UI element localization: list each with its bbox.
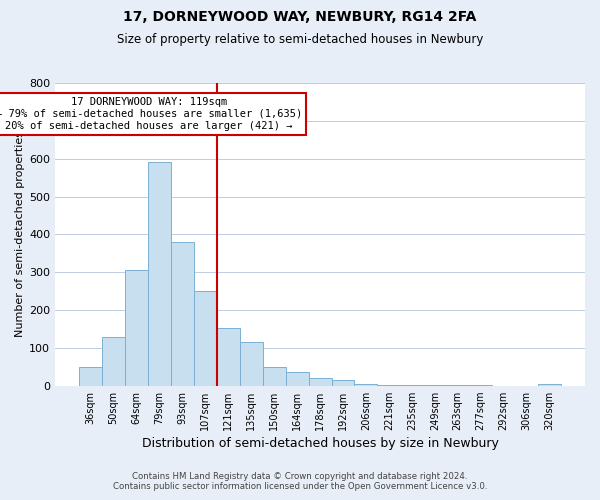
Bar: [102, 338, 125, 386]
Bar: [171, 242, 194, 386]
Bar: [308, 378, 332, 386]
Bar: [125, 270, 148, 386]
Bar: [400, 385, 423, 386]
Text: 17 DORNEYWOOD WAY: 119sqm
← 79% of semi-detached houses are smaller (1,635)
20% : 17 DORNEYWOOD WAY: 119sqm ← 79% of semi-…: [0, 98, 302, 130]
Y-axis label: Number of semi-detached properties: Number of semi-detached properties: [15, 132, 25, 338]
Bar: [217, 328, 240, 386]
Bar: [286, 372, 308, 386]
Bar: [240, 342, 263, 386]
Bar: [263, 367, 286, 386]
Text: 17, DORNEYWOOD WAY, NEWBURY, RG14 2FA: 17, DORNEYWOOD WAY, NEWBURY, RG14 2FA: [124, 10, 476, 24]
Bar: [79, 367, 102, 386]
Bar: [194, 291, 217, 386]
Bar: [377, 384, 400, 386]
Text: Contains public sector information licensed under the Open Government Licence v3: Contains public sector information licen…: [113, 482, 487, 491]
Bar: [355, 384, 377, 386]
Bar: [332, 380, 355, 386]
Bar: [148, 162, 171, 386]
Text: Size of property relative to semi-detached houses in Newbury: Size of property relative to semi-detach…: [117, 32, 483, 46]
Text: Contains HM Land Registry data © Crown copyright and database right 2024.: Contains HM Land Registry data © Crown c…: [132, 472, 468, 481]
Bar: [538, 384, 561, 386]
X-axis label: Distribution of semi-detached houses by size in Newbury: Distribution of semi-detached houses by …: [142, 437, 499, 450]
